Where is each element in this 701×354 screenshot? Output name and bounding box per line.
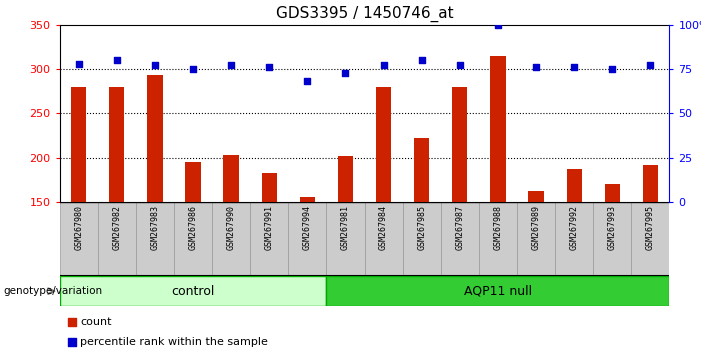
Text: GSM267989: GSM267989 xyxy=(531,205,540,251)
Bar xyxy=(555,202,593,276)
Text: percentile rank within the sample: percentile rank within the sample xyxy=(81,337,268,347)
Bar xyxy=(136,202,174,276)
Text: count: count xyxy=(81,317,112,327)
Point xyxy=(73,61,84,67)
Point xyxy=(187,66,198,72)
Point xyxy=(111,57,123,63)
Point xyxy=(454,63,465,68)
Bar xyxy=(402,202,441,276)
Title: GDS3395 / 1450746_at: GDS3395 / 1450746_at xyxy=(275,6,454,22)
Text: GSM267985: GSM267985 xyxy=(417,205,426,251)
Text: GSM267987: GSM267987 xyxy=(456,205,464,251)
Bar xyxy=(643,166,658,202)
Bar xyxy=(529,191,544,202)
Bar xyxy=(517,202,555,276)
Bar xyxy=(300,198,315,202)
Text: GSM267981: GSM267981 xyxy=(341,205,350,251)
Text: GSM267988: GSM267988 xyxy=(494,205,503,251)
Point xyxy=(645,63,656,68)
Text: GSM267994: GSM267994 xyxy=(303,205,312,251)
Bar xyxy=(605,184,620,202)
Text: GSM267982: GSM267982 xyxy=(112,205,121,251)
Bar xyxy=(147,75,163,202)
Text: GSM267980: GSM267980 xyxy=(74,205,83,251)
Point xyxy=(470,278,481,284)
Text: GSM267992: GSM267992 xyxy=(570,205,578,251)
Point xyxy=(492,22,503,28)
Point xyxy=(301,79,313,84)
Bar xyxy=(414,138,429,202)
Bar xyxy=(452,87,468,202)
Text: control: control xyxy=(171,285,215,298)
Point xyxy=(470,101,481,107)
Bar xyxy=(60,202,97,276)
Bar xyxy=(185,162,200,202)
Bar xyxy=(327,202,365,276)
Point xyxy=(149,63,161,68)
Text: GSM267984: GSM267984 xyxy=(379,205,388,251)
Bar xyxy=(109,87,124,202)
Bar xyxy=(632,202,669,276)
Point xyxy=(340,70,351,75)
Bar xyxy=(365,202,402,276)
Bar xyxy=(71,87,86,202)
Text: genotype/variation: genotype/variation xyxy=(4,286,102,296)
Bar xyxy=(441,202,479,276)
Point xyxy=(264,64,275,70)
Point xyxy=(416,57,428,63)
Bar xyxy=(490,56,505,202)
Text: GSM267990: GSM267990 xyxy=(226,205,236,251)
Bar xyxy=(224,155,239,202)
Bar xyxy=(566,169,582,202)
Text: GSM267993: GSM267993 xyxy=(608,205,617,251)
Point xyxy=(569,64,580,70)
Bar xyxy=(174,202,212,276)
Bar xyxy=(261,172,277,202)
Bar xyxy=(327,276,669,306)
Text: GSM267986: GSM267986 xyxy=(189,205,198,251)
Bar xyxy=(479,202,517,276)
Bar xyxy=(97,202,136,276)
Point xyxy=(531,64,542,70)
Bar xyxy=(60,276,327,306)
Point xyxy=(378,63,389,68)
Point xyxy=(606,66,618,72)
Bar xyxy=(376,87,391,202)
Text: GSM267991: GSM267991 xyxy=(265,205,273,251)
Bar xyxy=(338,156,353,202)
Point xyxy=(226,63,237,68)
Bar xyxy=(212,202,250,276)
Text: AQP11 null: AQP11 null xyxy=(464,285,532,298)
Text: GSM267983: GSM267983 xyxy=(151,205,159,251)
Bar xyxy=(250,202,288,276)
Bar xyxy=(288,202,327,276)
Text: GSM267995: GSM267995 xyxy=(646,205,655,251)
Bar xyxy=(593,202,632,276)
